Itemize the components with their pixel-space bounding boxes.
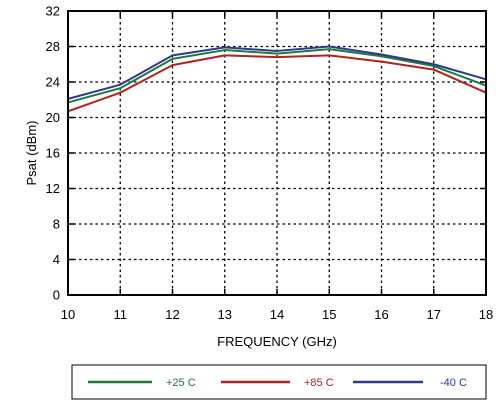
legend-label-1: +25 C — [166, 377, 196, 389]
x-axis-label: FREQUENCY (GHz) — [217, 334, 337, 349]
y-tick-label: 24 — [46, 75, 60, 90]
legend-label-3: -40 C — [440, 377, 467, 389]
series-line-1 — [67, 48, 487, 104]
y-tick-label: 8 — [53, 217, 60, 232]
y-tick-label: 12 — [46, 181, 60, 196]
x-tick-label: 11 — [114, 307, 128, 322]
legend-label-2: +85 C — [304, 377, 334, 389]
series-line-2 — [67, 54, 487, 113]
x-tick-labels: 10 11 12 13 14 15 16 17 18 — [61, 307, 493, 322]
x-tick-label: 15 — [322, 307, 336, 322]
x-tick-label: 10 — [61, 307, 75, 322]
y-tick-label: 0 — [53, 288, 60, 303]
y-tick-labels: 0 4 8 12 16 20 24 28 32 — [46, 4, 60, 303]
x-tick-label: 17 — [427, 307, 441, 322]
x-tick-label: 14 — [270, 307, 284, 322]
legend: +25 C +85 C -40 C — [71, 364, 487, 400]
tick-marks — [67, 10, 487, 296]
y-tick-label: 4 — [53, 252, 60, 267]
y-axis-label: Psat (dBm) — [24, 120, 39, 185]
y-tick-label: 32 — [46, 4, 60, 19]
y-tick-label: 16 — [46, 146, 60, 161]
x-tick-label: 12 — [165, 307, 179, 322]
x-tick-label: 16 — [374, 307, 388, 322]
grid-lines — [68, 11, 486, 295]
x-tick-label: 18 — [479, 307, 493, 322]
x-tick-label: 13 — [218, 307, 232, 322]
series-lines — [67, 45, 487, 113]
y-tick-label: 20 — [46, 110, 60, 125]
series-line-3 — [67, 45, 487, 100]
y-tick-label: 28 — [46, 39, 60, 54]
